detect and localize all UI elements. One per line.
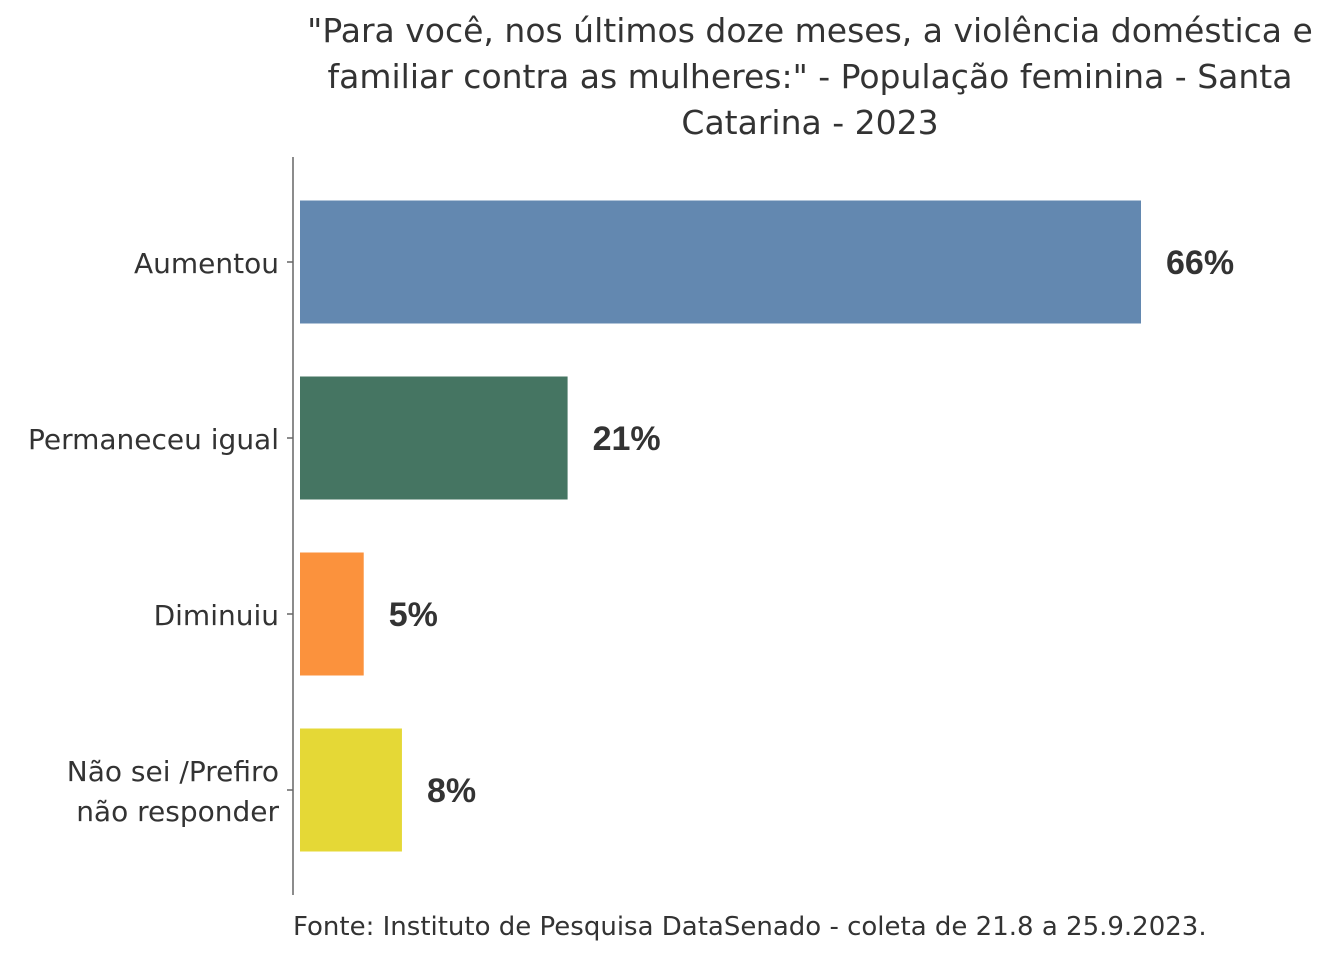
y-tick-label: Não sei /Prefiro (67, 755, 279, 788)
bar (300, 728, 402, 852)
bar (300, 552, 364, 676)
source-note: Fonte: Instituto de Pesquisa DataSenado … (293, 912, 1207, 942)
chart-title-line: familiar contra as mulheres:" - Populaçã… (327, 57, 1293, 96)
value-label: 66% (1166, 244, 1234, 282)
y-tick-label: Permaneceu igual (28, 423, 279, 456)
bar (300, 200, 1141, 324)
chart-title: "Para você, nos últimos doze meses, a vi… (280, 8, 1340, 146)
y-tick-label: não responder (76, 795, 279, 828)
chart-title-line: Catarina - 2023 (681, 103, 939, 142)
value-label: 5% (389, 596, 438, 634)
chart-title-line: "Para você, nos últimos doze meses, a vi… (307, 11, 1313, 50)
bar (300, 376, 568, 500)
y-tick-label: Diminuiu (154, 599, 279, 632)
value-label: 21% (593, 420, 661, 458)
y-tick-label: Aumentou (134, 247, 279, 280)
value-label: 8% (427, 772, 476, 810)
